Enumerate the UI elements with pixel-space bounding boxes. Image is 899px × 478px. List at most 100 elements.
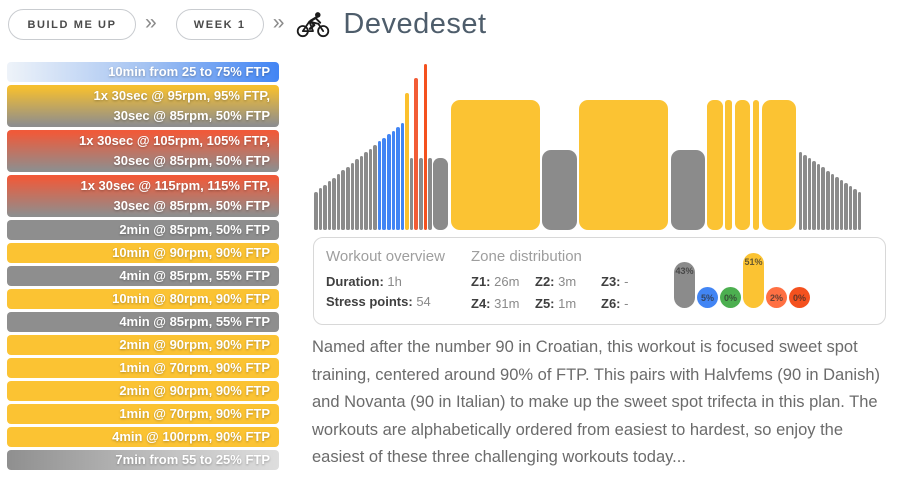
zone-table: Z1: 26m Z2: 3m Z3: - Z4: 31m Z5: 1m Z6: - xyxy=(471,272,657,314)
workout-step: 4min @ 100rpm, 90% FTP xyxy=(7,427,279,447)
zone-cell: Z3: - xyxy=(601,272,657,292)
workout-step-text: 4min @ 100rpm, 90% FTP xyxy=(112,429,270,444)
zone-pill: 43% xyxy=(674,262,695,308)
zone-pill-label: 2% xyxy=(769,292,783,303)
workout-step-text: 1x 30sec @ 115rpm, 115% FTP, xyxy=(80,178,270,193)
workout-overview-card: Workout overview Duration: 1h Stress poi… xyxy=(313,237,886,325)
chart-interval-block xyxy=(752,99,760,230)
chart-ramp-bar xyxy=(314,192,318,230)
zone-pill-label: 0% xyxy=(792,292,806,303)
cyclist-icon xyxy=(295,11,331,38)
chart-ramp-bar xyxy=(368,148,373,230)
workout-step: 7min from 55 to 25% FTP xyxy=(7,450,279,470)
workout-step: 1min @ 70rpm, 90% FTP xyxy=(7,404,279,424)
zone-distribution-section: Zone distribution Z1: 26m Z2: 3m Z3: - Z4: … xyxy=(471,248,657,314)
zone-label: Z5: xyxy=(535,296,555,311)
workout-step-text: 1min @ 70rpm, 90% FTP xyxy=(119,360,270,375)
chart-rest-bar xyxy=(428,157,432,230)
breadcrumb-week-button[interactable]: WEEK 1 xyxy=(175,9,264,40)
duration-row: Duration: 1h xyxy=(326,272,471,292)
zone-pill: 5% xyxy=(697,287,718,308)
zone-value: - xyxy=(620,274,629,289)
zone-value: - xyxy=(620,296,629,311)
workout-step: 4min @ 85rpm, 55% FTP xyxy=(7,312,279,332)
chart-ramp-bar xyxy=(812,161,816,230)
chart-ramp-bar xyxy=(332,177,336,230)
chart-ramp-bar xyxy=(327,181,332,230)
zone-pill: 2% xyxy=(766,287,787,308)
workout-step: 4min @ 85rpm, 55% FTP xyxy=(7,266,279,286)
chart-ramp-bar xyxy=(821,167,825,230)
chart-interval-block xyxy=(670,150,705,230)
zone-pill-label: 5% xyxy=(700,292,714,303)
chevron-right-icon: » xyxy=(145,11,157,34)
zone-distribution-heading: Zone distribution xyxy=(471,248,582,265)
workout-step: 10min @ 80rpm, 90% FTP xyxy=(7,289,279,309)
workout-step-text: 1x 30sec @ 105rpm, 105% FTP, xyxy=(79,133,270,148)
workout-step: 2min @ 90rpm, 90% FTP xyxy=(7,335,279,355)
stress-points-label: Stress points: xyxy=(326,294,413,309)
zone-pill: 0% xyxy=(720,287,741,308)
zone-label: Z2: xyxy=(535,274,555,289)
workout-step-text: 10min @ 90rpm, 90% FTP xyxy=(112,245,270,260)
workout-step-text: 10min @ 80rpm, 90% FTP xyxy=(112,291,270,306)
chevron-right-icon: » xyxy=(272,11,285,34)
zone-pill: 51% xyxy=(743,253,764,308)
chart-interval-block xyxy=(707,99,723,230)
breadcrumb-week-label: WEEK 1 xyxy=(193,18,246,31)
chart-ramp-bar xyxy=(323,184,327,230)
zone-label: Z1: xyxy=(471,274,491,289)
zone-pill-label: 43% xyxy=(675,266,694,276)
chart-rest-bar xyxy=(418,157,423,230)
chart-ramp-bar xyxy=(373,145,377,230)
chart-interval-block xyxy=(450,99,540,230)
chart-ramp-bar xyxy=(341,170,345,230)
chart-interval-block xyxy=(542,150,577,230)
chart-ramp-bar xyxy=(798,151,803,230)
workout-step: 1x 30sec @ 115rpm, 115% FTP, 30sec @ 85rp… xyxy=(7,175,279,217)
workout-step-text: 7min from 55 to 25% FTP xyxy=(115,452,270,467)
chart-ramp-bar xyxy=(377,141,382,230)
workout-step: 1x 30sec @ 105rpm, 105% FTP, 30sec @ 85rp… xyxy=(7,130,279,172)
duration-value: 1h xyxy=(387,274,402,289)
workout-step-text: 1min @ 70rpm, 90% FTP xyxy=(119,406,270,421)
workout-step-text: 4min @ 85rpm, 55% FTP xyxy=(119,314,270,329)
chart-interval-block xyxy=(734,99,751,230)
chart-ramp-bar xyxy=(835,176,839,230)
zone-cell: Z5: 1m xyxy=(535,294,601,314)
chart-interval-block xyxy=(761,99,797,230)
chart-ramp-bar xyxy=(839,179,844,230)
workout-description: Named after the number 90 in Croatian, t… xyxy=(312,338,880,466)
chart-ramp-bar xyxy=(844,182,848,230)
chart-ramp-bar xyxy=(857,192,862,230)
chart-spike-bar xyxy=(423,63,428,230)
workout-step-text: 30sec @ 85rpm, 50% FTP xyxy=(113,108,270,123)
overview-heading: Workout overview xyxy=(326,248,445,265)
stress-points-row: Stress points: 54 xyxy=(326,292,471,312)
chart-ramp-bar xyxy=(848,186,853,230)
chart-ramp-bar xyxy=(396,126,400,230)
workout-profile-chart xyxy=(314,60,884,230)
chart-ramp-bar xyxy=(803,155,807,230)
chart-ramp-bar xyxy=(807,158,812,230)
stress-points-value: 54 xyxy=(416,294,431,309)
zone-distribution-chart: 43% 5% 0% 51% 2% 0% xyxy=(674,253,812,308)
workout-step-text: 30sec @ 85rpm, 50% FTP xyxy=(113,153,270,168)
zone-label: Z6: xyxy=(601,296,621,311)
chart-ramp-bar xyxy=(853,189,857,230)
zone-cell: Z1: 26m xyxy=(471,272,535,292)
breadcrumb-plan-button[interactable]: BUILD ME UP xyxy=(8,9,136,40)
zone-value: 3m xyxy=(554,274,577,289)
chart-ramp-bar xyxy=(391,130,396,230)
zone-pill-label: 0% xyxy=(723,292,737,303)
workout-step: 2min @ 90rpm, 90% FTP xyxy=(7,381,279,401)
chart-ramp-bar xyxy=(350,163,355,230)
chart-ramp-bar xyxy=(364,152,368,230)
workout-steps-list: 10min from 25 to 75% FTP 1x 30sec @ 95rpm… xyxy=(7,62,279,473)
chart-ramp-bar xyxy=(336,173,341,230)
workout-step-text: 10min from 25 to 75% FTP xyxy=(108,64,270,79)
chart-interval-block xyxy=(725,99,733,230)
chart-ramp-bar xyxy=(825,170,830,230)
zone-cell: Z4: 31m xyxy=(471,294,535,314)
